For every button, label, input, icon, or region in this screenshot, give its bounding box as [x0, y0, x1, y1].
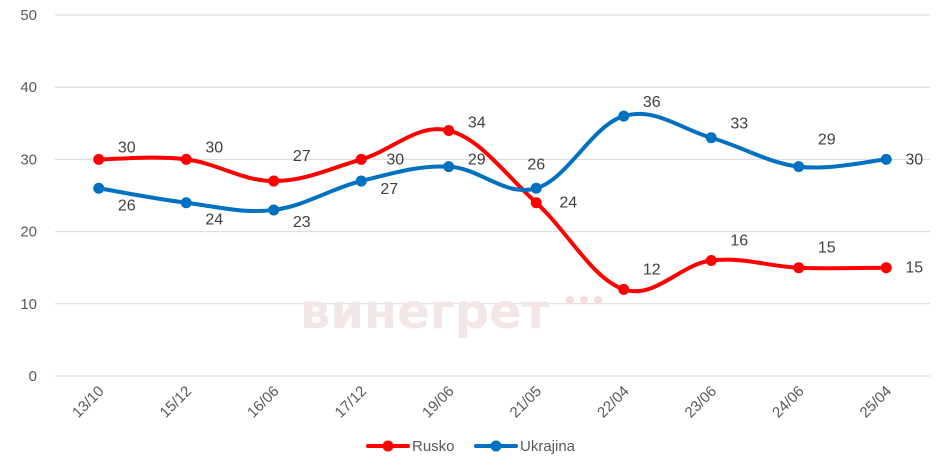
data-label-ukrajina: 33 [730, 116, 748, 133]
x-tick-label: 24/06 [769, 383, 808, 422]
data-point-ukrajina [93, 182, 105, 194]
data-labels: 30 30 27 30 34 24 12 16 15 15 26 24 23 27 29 26 36 33 29 30 [118, 94, 923, 278]
y-axis: 0 10 20 30 40 50 [20, 7, 37, 385]
data-label-ukrajina: 24 [205, 212, 223, 229]
watermark-text: винегрет [300, 284, 550, 340]
data-point-rusko [268, 175, 280, 187]
x-tick-label: 17/12 [332, 383, 371, 422]
data-label-ukrajina: 26 [527, 156, 545, 173]
y-tick-label: 50 [20, 7, 37, 24]
data-label-rusko: 27 [293, 148, 311, 165]
data-point-rusko [793, 262, 805, 274]
data-label-rusko: 34 [468, 115, 486, 132]
data-label-ukrajina: 23 [293, 214, 311, 231]
x-tick-label: 22/04 [594, 383, 633, 422]
data-point-rusko [443, 125, 455, 137]
x-tick-label: 21/05 [507, 383, 546, 422]
data-label-ukrajina: 29 [818, 132, 836, 149]
y-tick-label: 10 [20, 296, 37, 313]
data-point-ukrajina [355, 175, 367, 187]
legend-label: Ukrajina [520, 438, 576, 455]
x-tick-label: 13/10 [69, 383, 108, 422]
y-tick-label: 30 [20, 151, 37, 168]
data-label-ukrajina: 30 [905, 151, 923, 168]
data-point-rusko [530, 197, 542, 209]
y-tick-label: 0 [29, 368, 37, 385]
data-point-ukrajina [443, 161, 455, 173]
data-label-rusko: 16 [730, 232, 748, 249]
data-label-rusko: 30 [118, 139, 136, 156]
y-tick-label: 20 [20, 224, 37, 241]
data-label-rusko: 12 [643, 261, 661, 278]
y-tick-label: 40 [20, 79, 37, 96]
data-point-ukrajina [268, 204, 280, 216]
legend: Rusko Ukrajina [366, 438, 576, 455]
data-point-ukrajina [880, 153, 892, 165]
legend-label: Rusko [412, 438, 455, 455]
data-point-ukrajina [180, 197, 192, 209]
legend-swatch-marker [382, 440, 394, 452]
x-axis: 13/10 15/12 16/06 17/12 19/06 21/05 22/04 23/06… [69, 383, 895, 422]
gridlines [55, 14, 930, 377]
data-point-ukrajina [793, 161, 805, 173]
data-label-ukrajina: 29 [468, 152, 486, 169]
x-tick-label: 16/06 [244, 383, 283, 422]
data-point-ukrajina [618, 110, 630, 122]
watermark-dot [580, 296, 588, 304]
watermark-dot [566, 296, 574, 304]
data-point-ukrajina [705, 132, 717, 144]
series-line-ukrajina [96, 111, 889, 214]
data-point-rusko [180, 153, 192, 165]
data-label-rusko: 15 [905, 260, 923, 277]
data-label-ukrajina: 27 [380, 181, 398, 198]
watermark-dot [594, 296, 602, 304]
data-label-ukrajina: 36 [643, 94, 661, 111]
data-point-rusko [705, 254, 717, 266]
data-point-rusko [93, 153, 105, 165]
x-tick-label: 15/12 [157, 383, 196, 422]
series-line-rusko [96, 127, 889, 294]
x-tick-label: 19/06 [419, 383, 458, 422]
data-label-rusko: 15 [818, 240, 836, 257]
x-tick-label: 25/04 [857, 383, 896, 422]
data-point-rusko [618, 283, 630, 295]
legend-swatch-marker [490, 440, 502, 452]
data-label-rusko: 30 [205, 139, 223, 156]
data-point-ukrajina [530, 182, 542, 194]
data-point-rusko [880, 262, 892, 274]
data-label-rusko: 24 [559, 195, 577, 212]
data-label-rusko: 30 [386, 151, 404, 168]
series-layer [93, 110, 892, 295]
x-tick-label: 23/06 [682, 383, 721, 422]
data-label-ukrajina: 26 [118, 197, 136, 214]
data-point-rusko [355, 153, 367, 165]
